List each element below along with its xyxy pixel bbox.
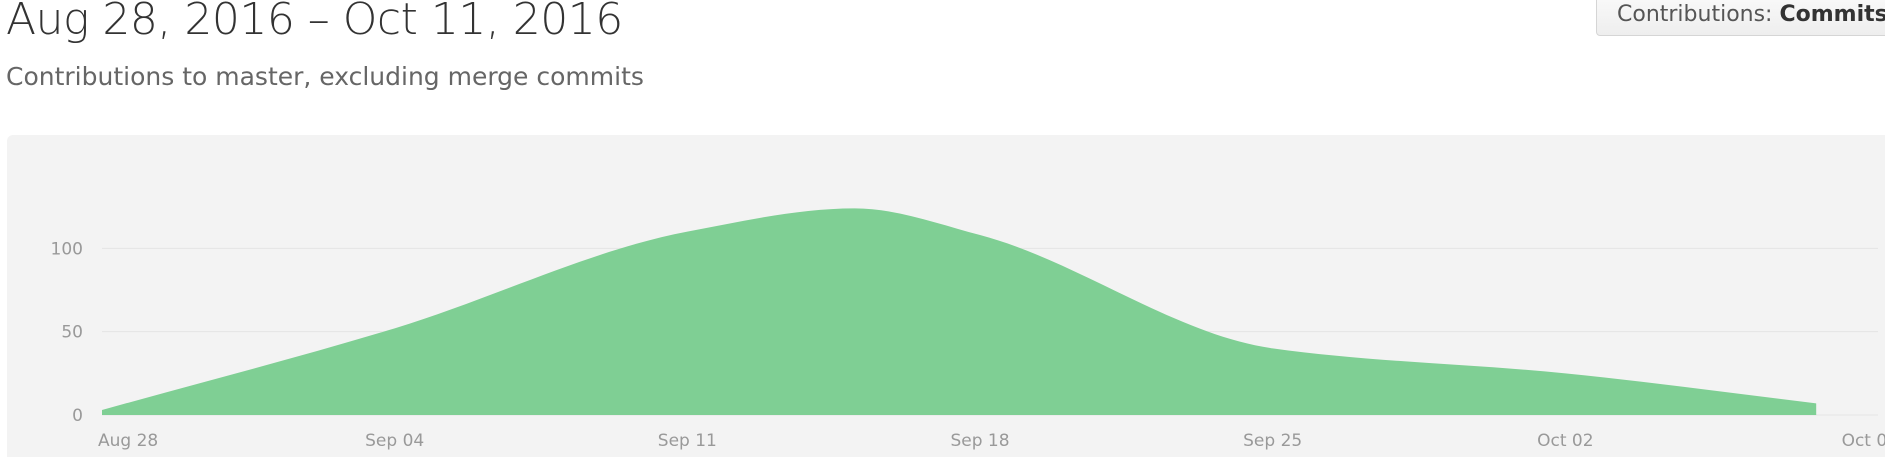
x-tick-label: Sep 25	[1243, 431, 1302, 451]
contributions-select-value: Commits	[1779, 2, 1885, 27]
page-subtitle: Contributions to master, excluding merge…	[6, 62, 644, 91]
date-range-title: Aug 28, 2016 – Oct 11, 2016	[6, 0, 623, 45]
x-tick-label: Aug 28	[98, 431, 158, 451]
contributions-select-label: Contributions:	[1617, 2, 1780, 27]
x-tick-label: Sep 04	[365, 431, 424, 451]
contributions-type-select[interactable]: Contributions: Commits	[1596, 0, 1885, 36]
x-tick-label: Sep 18	[950, 431, 1009, 451]
commits-area	[102, 208, 1817, 415]
y-tick-label: 50	[61, 323, 83, 343]
y-tick-label: 100	[51, 239, 83, 259]
x-tick-label: Sep 11	[658, 431, 717, 451]
x-tick-label: Oct 02	[1537, 431, 1593, 451]
y-tick-label: 0	[72, 406, 83, 426]
x-tick-label: Oct 09	[1842, 431, 1885, 451]
